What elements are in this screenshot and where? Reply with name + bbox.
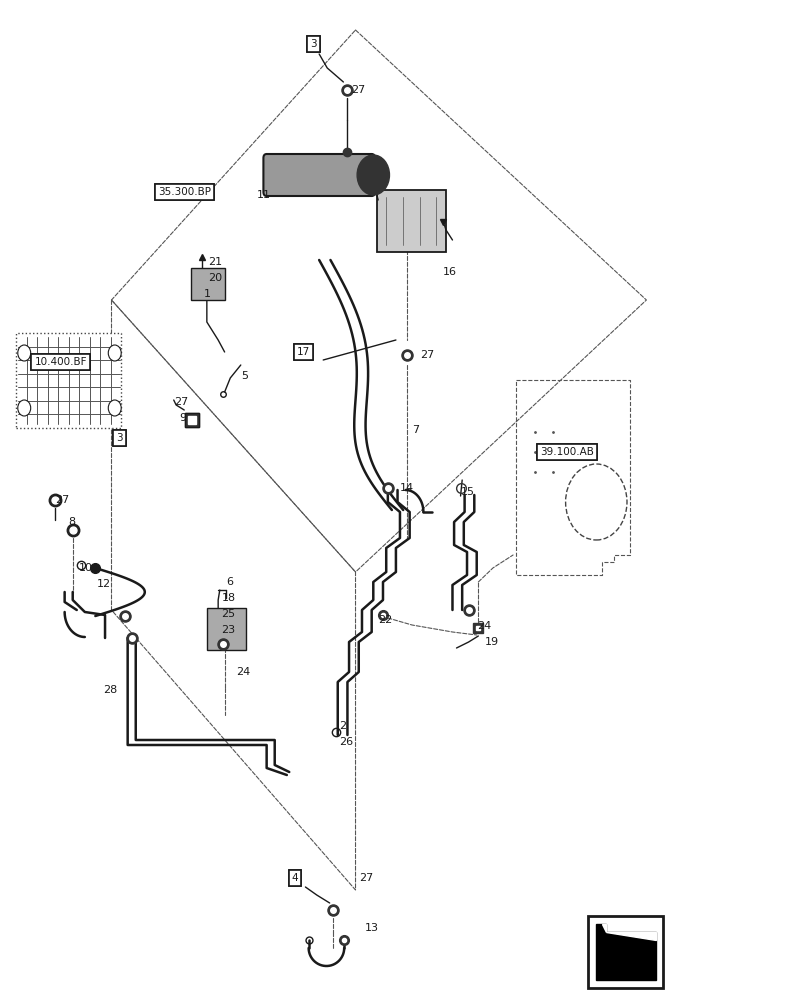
Text: 23: 23 bbox=[221, 625, 235, 635]
Text: 27: 27 bbox=[351, 85, 366, 95]
Text: 4: 4 bbox=[292, 873, 298, 883]
Text: 17: 17 bbox=[297, 347, 310, 357]
Text: 20: 20 bbox=[208, 273, 222, 283]
FancyBboxPatch shape bbox=[263, 154, 375, 196]
Text: 35.300.BP: 35.300.BP bbox=[158, 187, 211, 197]
Text: 3: 3 bbox=[310, 39, 317, 49]
Text: 3: 3 bbox=[116, 433, 123, 443]
Text: 10.400.BF: 10.400.BF bbox=[35, 357, 86, 367]
FancyBboxPatch shape bbox=[191, 268, 225, 300]
Polygon shape bbox=[596, 924, 656, 980]
FancyBboxPatch shape bbox=[207, 608, 246, 650]
Text: 27: 27 bbox=[174, 397, 188, 407]
Text: 27: 27 bbox=[55, 495, 69, 505]
Text: 10: 10 bbox=[79, 563, 93, 573]
Text: 11: 11 bbox=[257, 190, 271, 200]
Text: 25: 25 bbox=[221, 609, 235, 619]
Text: 3: 3 bbox=[310, 39, 317, 49]
Text: 16: 16 bbox=[443, 267, 457, 277]
Text: 14: 14 bbox=[400, 483, 414, 493]
Text: 24: 24 bbox=[477, 621, 491, 631]
Text: 15: 15 bbox=[461, 487, 474, 497]
Text: 18: 18 bbox=[221, 593, 235, 603]
Text: 12: 12 bbox=[97, 579, 111, 589]
Circle shape bbox=[108, 400, 121, 416]
Text: 39.100.AB: 39.100.AB bbox=[541, 447, 594, 457]
Text: 39.100.AB: 39.100.AB bbox=[541, 447, 594, 457]
Text: 22: 22 bbox=[378, 615, 393, 625]
Circle shape bbox=[566, 464, 627, 540]
Text: 6: 6 bbox=[226, 577, 234, 587]
Polygon shape bbox=[606, 932, 656, 940]
Text: 17: 17 bbox=[297, 347, 310, 357]
Text: 27: 27 bbox=[360, 873, 374, 883]
Text: 7: 7 bbox=[412, 425, 419, 435]
Text: 4: 4 bbox=[292, 873, 298, 883]
Text: 3: 3 bbox=[116, 433, 123, 443]
Text: 19: 19 bbox=[485, 637, 499, 647]
Polygon shape bbox=[602, 924, 606, 932]
Text: 10.400.BF: 10.400.BF bbox=[35, 357, 86, 367]
Circle shape bbox=[108, 345, 121, 361]
Bar bbox=[588, 916, 663, 988]
Text: 35.300.BP: 35.300.BP bbox=[158, 187, 211, 197]
Bar bbox=[16, 333, 121, 428]
Text: 21: 21 bbox=[208, 257, 222, 267]
Circle shape bbox=[18, 400, 31, 416]
Text: 9: 9 bbox=[179, 413, 187, 423]
Circle shape bbox=[18, 345, 31, 361]
Text: 8: 8 bbox=[69, 517, 76, 527]
Text: 27: 27 bbox=[420, 350, 435, 360]
FancyBboxPatch shape bbox=[377, 190, 446, 252]
Text: 1: 1 bbox=[204, 289, 211, 299]
Text: 2: 2 bbox=[339, 721, 347, 731]
Text: 26: 26 bbox=[339, 737, 353, 747]
Text: 28: 28 bbox=[103, 685, 118, 695]
Text: 5: 5 bbox=[241, 371, 248, 381]
Circle shape bbox=[357, 155, 389, 195]
Text: 24: 24 bbox=[236, 667, 250, 677]
Text: 13: 13 bbox=[365, 923, 379, 933]
